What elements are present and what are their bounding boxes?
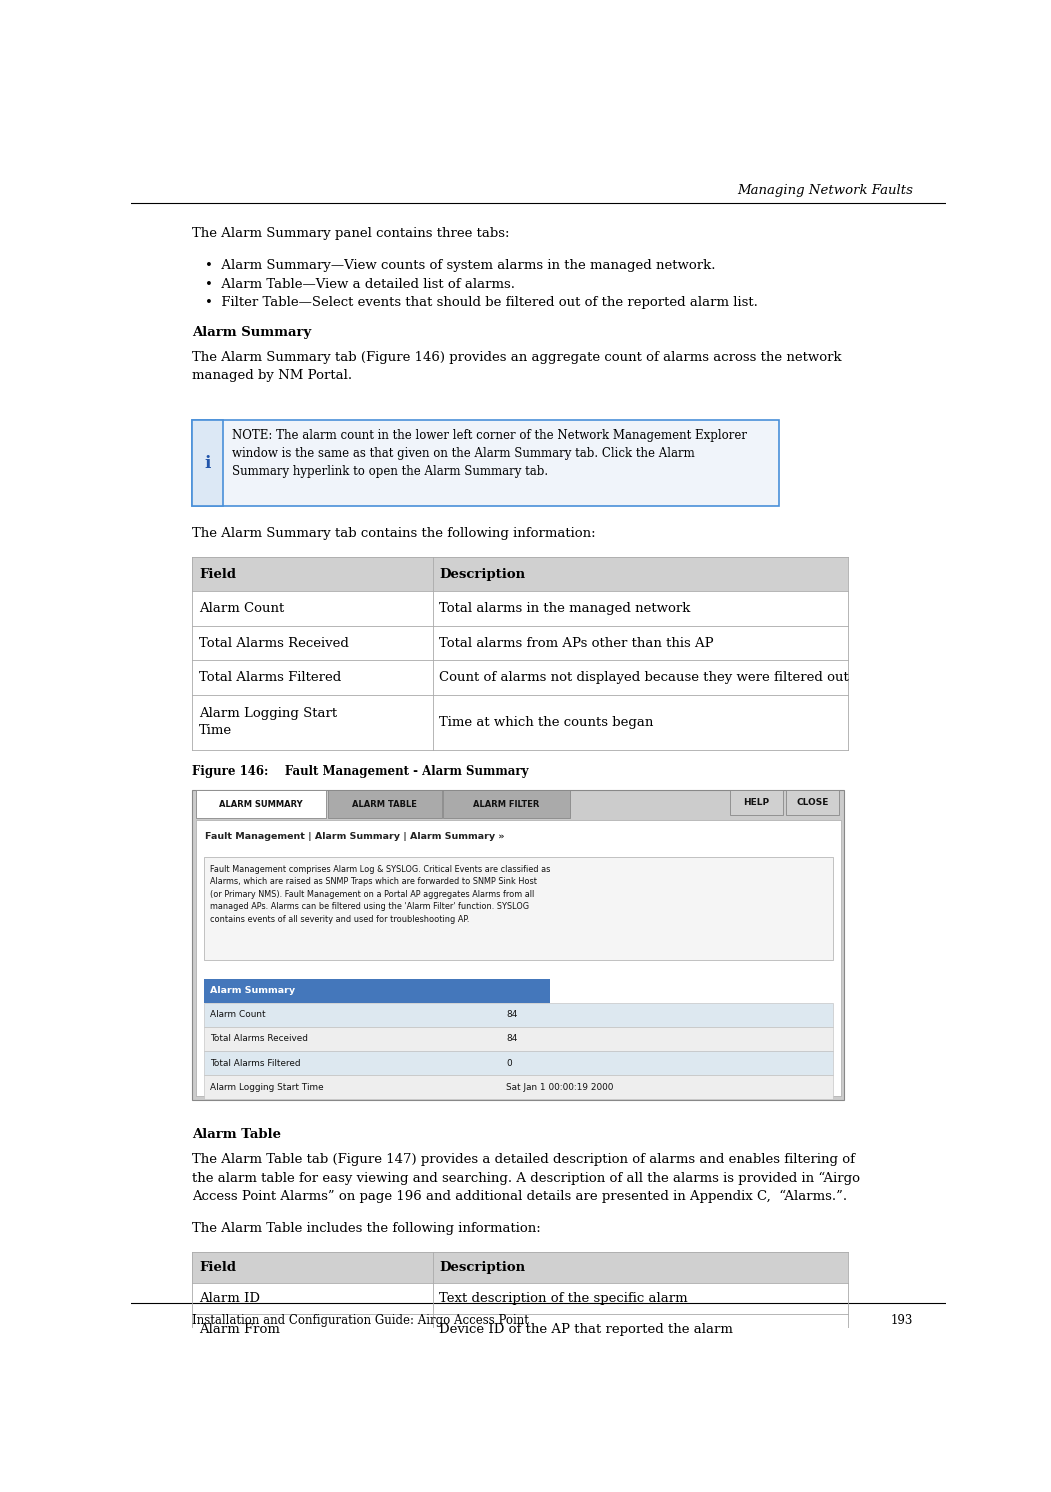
Bar bbox=[195, 791, 326, 818]
Bar bbox=[192, 791, 844, 1101]
Bar bbox=[192, 557, 848, 591]
Text: •  Alarm Table—View a detailed list of alarms.: • Alarm Table—View a detailed list of al… bbox=[205, 278, 515, 291]
Text: ALARM SUMMARY: ALARM SUMMARY bbox=[219, 800, 303, 809]
Text: The Alarm Summary tab (Figure 146) provides an aggregate count of alarms across : The Alarm Summary tab (Figure 146) provi… bbox=[192, 351, 842, 382]
Text: Figure 146:    Fault Management - Alarm Summary: Figure 146: Fault Management - Alarm Sum… bbox=[192, 765, 529, 777]
Text: CLOSE: CLOSE bbox=[797, 798, 829, 807]
Bar bbox=[444, 791, 570, 818]
Text: Total alarms in the managed network: Total alarms in the managed network bbox=[439, 603, 691, 615]
Text: 84: 84 bbox=[506, 1010, 517, 1019]
Text: Alarm Count: Alarm Count bbox=[210, 1010, 266, 1019]
Text: Text description of the specific alarm: Text description of the specific alarm bbox=[439, 1292, 688, 1306]
Text: ALARM FILTER: ALARM FILTER bbox=[473, 800, 539, 809]
Text: Alarm Table: Alarm Table bbox=[192, 1128, 282, 1141]
Text: ALARM TABLE: ALARM TABLE bbox=[352, 800, 417, 809]
Text: Description: Description bbox=[439, 568, 526, 580]
Bar bbox=[204, 1003, 832, 1026]
Bar bbox=[730, 791, 783, 816]
Text: Count of alarms not displayed because they were filtered out: Count of alarms not displayed because th… bbox=[439, 671, 849, 685]
Text: 84: 84 bbox=[506, 1034, 517, 1043]
Text: Installation and Configuration Guide: Airgo Access Point: Installation and Configuration Guide: Ai… bbox=[192, 1314, 530, 1326]
Text: 193: 193 bbox=[891, 1314, 913, 1326]
Text: Alarm ID: Alarm ID bbox=[199, 1292, 260, 1306]
Text: i: i bbox=[205, 455, 211, 471]
Text: The Alarm Summary tab contains the following information:: The Alarm Summary tab contains the follo… bbox=[192, 527, 596, 540]
Bar bbox=[204, 1026, 832, 1050]
Text: Total Alarms Received: Total Alarms Received bbox=[210, 1034, 308, 1043]
Text: Alarm Logging Start
Time: Alarm Logging Start Time bbox=[199, 707, 337, 737]
Text: Total Alarms Received: Total Alarms Received bbox=[199, 637, 349, 649]
Bar bbox=[195, 821, 841, 1095]
Bar bbox=[328, 791, 441, 818]
Text: Alarm Logging Start Time: Alarm Logging Start Time bbox=[210, 1083, 324, 1092]
Text: Time at which the counts began: Time at which the counts began bbox=[439, 716, 654, 730]
Text: •  Alarm Summary—View counts of system alarms in the managed network.: • Alarm Summary—View counts of system al… bbox=[205, 260, 715, 273]
Text: HELP: HELP bbox=[743, 798, 769, 807]
Text: Alarm Count: Alarm Count bbox=[199, 603, 284, 615]
Text: Description: Description bbox=[439, 1261, 526, 1274]
Bar bbox=[786, 791, 839, 816]
Text: 0: 0 bbox=[506, 1058, 512, 1068]
Bar bbox=[204, 856, 832, 961]
Text: NOTE: The alarm count in the lower left corner of the Network Management Explore: NOTE: The alarm count in the lower left … bbox=[231, 430, 746, 479]
Text: The Alarm Table tab (Figure 147) provides a detailed description of alarms and e: The Alarm Table tab (Figure 147) provide… bbox=[192, 1153, 861, 1203]
Text: Field: Field bbox=[199, 1261, 236, 1274]
Text: Total Alarms Filtered: Total Alarms Filtered bbox=[210, 1058, 301, 1068]
Text: The Alarm Table includes the following information:: The Alarm Table includes the following i… bbox=[192, 1222, 541, 1235]
Text: Field: Field bbox=[199, 568, 236, 580]
FancyBboxPatch shape bbox=[192, 421, 779, 506]
Text: Fault Management comprises Alarm Log & SYSLOG. Critical Events are classified as: Fault Management comprises Alarm Log & S… bbox=[210, 865, 551, 924]
Text: Alarm From: Alarm From bbox=[199, 1323, 280, 1337]
Text: Sat Jan 1 00:00:19 2000: Sat Jan 1 00:00:19 2000 bbox=[506, 1083, 614, 1092]
Text: •  Filter Table—Select events that should be filtered out of the reported alarm : • Filter Table—Select events that should… bbox=[205, 297, 758, 309]
FancyBboxPatch shape bbox=[192, 421, 224, 506]
Text: Alarm Summary: Alarm Summary bbox=[210, 986, 295, 995]
Bar bbox=[192, 1252, 848, 1283]
Bar bbox=[204, 1076, 832, 1100]
Text: Total alarms from APs other than this AP: Total alarms from APs other than this AP bbox=[439, 637, 714, 649]
Text: Alarm Summary: Alarm Summary bbox=[192, 327, 312, 339]
Text: Device ID of the AP that reported the alarm: Device ID of the AP that reported the al… bbox=[439, 1323, 734, 1337]
Bar bbox=[204, 1050, 832, 1076]
Bar bbox=[204, 979, 550, 1003]
Text: The Alarm Summary panel contains three tabs:: The Alarm Summary panel contains three t… bbox=[192, 227, 510, 240]
Text: Managing Network Faults: Managing Network Faults bbox=[738, 185, 913, 197]
Text: Fault Management | Alarm Summary | Alarm Summary »: Fault Management | Alarm Summary | Alarm… bbox=[206, 831, 504, 840]
Text: Total Alarms Filtered: Total Alarms Filtered bbox=[199, 671, 342, 685]
